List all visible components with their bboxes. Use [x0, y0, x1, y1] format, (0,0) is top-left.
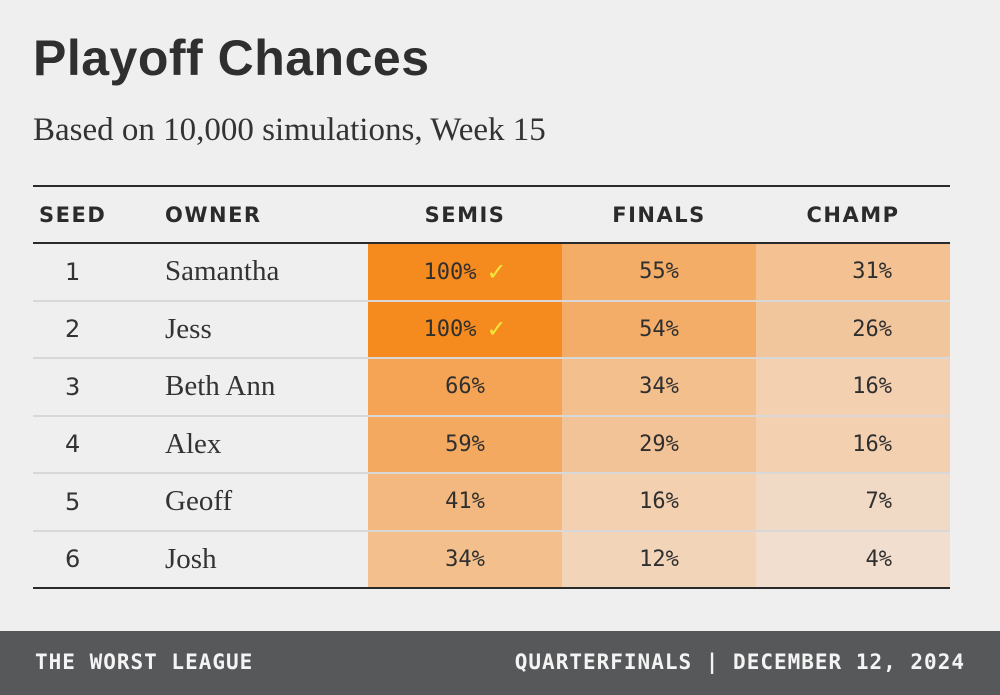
finals-value: 29% — [639, 431, 679, 457]
champ-value: 16% — [852, 431, 892, 457]
champ-cell: 31% — [756, 243, 950, 301]
table-body: 1 Samantha 100% ✓ 55% 31% 2 Jess 100% ✓ 54% 26% 3 Bet… — [33, 243, 950, 588]
finals-value: 55% — [639, 259, 679, 285]
finals-value: 34% — [639, 374, 679, 400]
champ-value: 7% — [865, 489, 893, 515]
finals-cell: 12% — [562, 530, 756, 588]
semis-cell: 100% ✓ — [368, 300, 562, 358]
round-date: QUARTERFINALS | DECEMBER 12, 2024 — [514, 650, 965, 674]
column-header-semis: SEMIS — [424, 202, 506, 227]
seed-cell: 5 — [65, 487, 81, 516]
playoff-table-container: SEED OWNER SEMIS FINALS CHAMP 1 Samantha 1… — [33, 185, 950, 589]
column-header-owner: OWNER — [165, 202, 262, 227]
champ-cell: 4% — [756, 530, 950, 588]
semis-value: 34% — [445, 546, 485, 572]
column-header-finals: FINALS — [612, 202, 706, 227]
finals-value: 54% — [639, 316, 679, 342]
playoff-table: SEED OWNER SEMIS FINALS CHAMP 1 Samantha 1… — [33, 185, 950, 589]
champ-cell: 26% — [756, 300, 950, 358]
finals-cell: 54% — [562, 300, 756, 358]
owner-cell: Josh — [165, 542, 217, 575]
finals-cell: 55% — [562, 243, 756, 301]
champ-cell: 7% — [756, 473, 950, 531]
finals-cell: 34% — [562, 358, 756, 416]
column-header-champ: CHAMP — [806, 202, 900, 227]
owner-cell: Jess — [165, 312, 212, 345]
column-header-seed: SEED — [39, 202, 107, 227]
owner-cell: Samantha — [165, 255, 280, 288]
semis-cell: 100% ✓ — [368, 243, 562, 301]
seed-cell: 6 — [65, 545, 81, 574]
table-row: 2 Jess 100% ✓ 54% 26% — [33, 300, 950, 358]
semis-cell: 41% — [368, 473, 562, 531]
owner-cell: Alex — [165, 427, 222, 460]
seed-cell: 4 — [65, 430, 81, 459]
champ-value: 26% — [852, 316, 892, 342]
champ-cell: 16% — [756, 358, 950, 416]
table-row: 3 Beth Ann 66% 34% 16% — [33, 358, 950, 416]
chart-title: Playoff Chances — [33, 30, 430, 86]
table-header-row: SEED OWNER SEMIS FINALS CHAMP — [33, 186, 950, 243]
semis-cell: 66% — [368, 358, 562, 416]
table-row: 1 Samantha 100% ✓ 55% 31% — [33, 243, 950, 301]
finals-cell: 29% — [562, 415, 756, 473]
champ-cell: 16% — [756, 415, 950, 473]
league-name: THE WORST LEAGUE — [35, 650, 254, 674]
seed-cell: 1 — [65, 257, 81, 286]
semis-value: 59% — [445, 431, 485, 457]
finals-value: 16% — [639, 489, 679, 515]
checkmark-icon: ✓ — [486, 257, 507, 286]
footer-bar: THE WORST LEAGUE QUARTERFINALS | DECEMBE… — [0, 631, 1000, 695]
semis-cell: 34% — [368, 530, 562, 588]
table-row: 4 Alex 59% 29% 16% — [33, 415, 950, 473]
table-row: 6 Josh 34% 12% 4% — [33, 530, 950, 588]
finals-cell: 16% — [562, 473, 756, 531]
owner-cell: Geoff — [165, 485, 233, 518]
semis-value: 100% — [423, 259, 477, 285]
semis-value: 100% — [423, 317, 477, 343]
champ-value: 4% — [865, 546, 893, 572]
checkmark-icon: ✓ — [486, 315, 507, 344]
champ-value: 31% — [852, 259, 892, 285]
semis-value: 66% — [445, 374, 485, 400]
seed-cell: 2 — [65, 315, 81, 344]
semis-value: 41% — [445, 489, 485, 515]
finals-value: 12% — [639, 546, 679, 572]
semis-cell: 59% — [368, 415, 562, 473]
table-row: 5 Geoff 41% 16% 7% — [33, 473, 950, 531]
owner-cell: Beth Ann — [165, 370, 276, 403]
chart-subtitle: Based on 10,000 simulations, Week 15 — [33, 112, 546, 148]
seed-cell: 3 — [65, 372, 81, 401]
champ-value: 16% — [852, 374, 892, 400]
